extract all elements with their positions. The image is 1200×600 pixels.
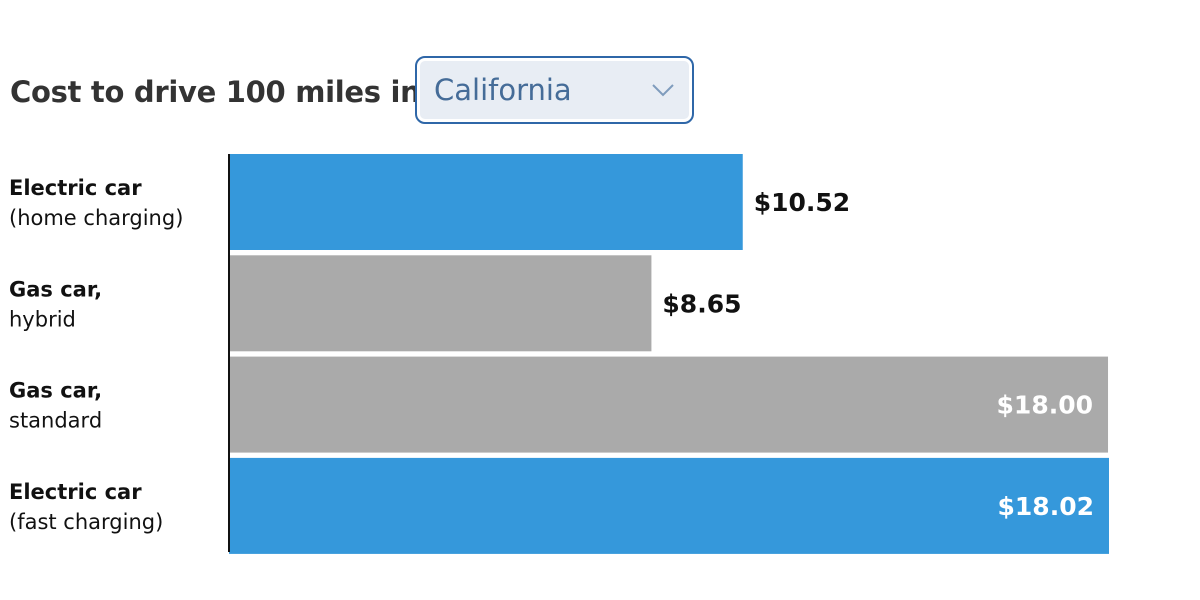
category-label-4-line-2: (fast charging)	[9, 510, 163, 534]
chart-title: Cost to drive 100 miles in	[10, 75, 421, 109]
value-label-2: $8.65	[662, 289, 741, 318]
bar-4	[229, 457, 1109, 554]
category-label-3-line-1: Gas car,	[9, 379, 102, 403]
row-labels-group: Electric car (home charging) Gas car, hybri…	[9, 176, 183, 534]
category-label-1-line-1: Electric car	[9, 176, 142, 200]
value-labels-group: $10.52 $8.65 $18.00 $18.02	[662, 188, 1094, 521]
category-label-2-line-2: hybrid	[9, 307, 76, 331]
bar-2	[229, 255, 652, 352]
value-label-1: $10.52	[754, 188, 850, 217]
category-label-4-line-1: Electric car	[9, 480, 142, 504]
bars-group	[229, 154, 1109, 554]
value-label-4: $18.02	[998, 492, 1094, 521]
category-label-2-line-1: Gas car,	[9, 277, 102, 301]
chevron-down-icon	[652, 84, 674, 97]
bar-1	[229, 154, 743, 250]
category-label-3-line-2: standard	[9, 409, 102, 433]
value-label-3: $18.00	[997, 391, 1093, 420]
bar-3	[229, 356, 1109, 453]
state-dropdown-value: California	[434, 73, 572, 107]
state-dropdown[interactable]: California	[415, 56, 694, 124]
chart-header: Cost to drive 100 miles in California	[10, 56, 694, 128]
category-label-1-line-2: (home charging)	[9, 206, 183, 230]
